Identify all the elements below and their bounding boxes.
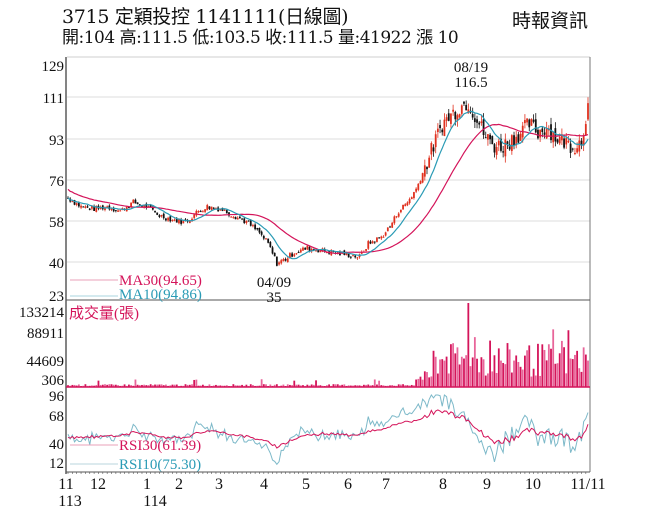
xtick: 4 — [260, 476, 268, 493]
rsi10-legend: RSI10(75.30) — [119, 457, 201, 473]
volume-panel: 133214 88911 44609 306 成交量(張) — [19, 303, 590, 389]
xtick: 9 — [483, 476, 491, 493]
volume-yticks: 133214 88911 44609 306 — [19, 305, 65, 389]
xtick: 11 — [58, 476, 73, 493]
rsi30-line — [67, 409, 589, 449]
ytick: 40 — [49, 256, 64, 272]
candlesticks — [67, 97, 589, 267]
xtick: 10 — [525, 476, 541, 493]
year-label: 114 — [143, 493, 166, 510]
ytick: 68 — [49, 409, 64, 425]
ma30-legend: MA30(94.65) — [119, 273, 202, 289]
ma30-line — [67, 123, 589, 255]
xtick: 8 — [439, 476, 447, 493]
rsi-yticks: 96 68 40 12 — [49, 389, 65, 472]
high-date-annotation: 08/19 — [454, 60, 488, 76]
price-gridlines — [67, 96, 590, 263]
ma10-legend: MA10(94.86) — [119, 287, 202, 303]
rsi10-line — [67, 394, 589, 466]
rsi30-legend: RSI30(61.39) — [119, 438, 201, 454]
xtick: 1 — [143, 476, 151, 493]
ytick: 306 — [42, 373, 65, 389]
xtick: 12 — [90, 476, 106, 493]
ytick: 93 — [49, 133, 64, 149]
source-label: 時報資訊 — [512, 10, 589, 32]
x-axis-labels: 11 12 1 2 3 4 5 6 7 8 9 10 11/11 113 114 — [58, 476, 605, 510]
xtick: 11/11 — [570, 476, 605, 493]
year-label: 113 — [58, 493, 81, 510]
ytick: 129 — [42, 59, 65, 75]
ytick: 111 — [43, 91, 64, 107]
ytick: 12 — [49, 456, 64, 472]
ytick: 40 — [49, 437, 64, 453]
price-panel: 129 111 93 76 58 40 23 MA30(94.65) MA10(… — [42, 56, 591, 474]
ytick: 76 — [49, 174, 65, 190]
low-value-annotation: 35 — [267, 290, 282, 306]
ytick: 44609 — [27, 354, 65, 370]
volume-bars — [67, 303, 589, 387]
price-yticks: 129 111 93 76 58 40 23 — [42, 59, 65, 305]
low-date-annotation: 04/09 — [257, 275, 291, 291]
quote-summary: 開:104 高:111.5 低:103.5 收:111.5 量:41922 漲 … — [62, 28, 459, 48]
xtick: 3 — [215, 476, 223, 493]
xtick: 6 — [344, 476, 352, 493]
x-tick-marks — [67, 472, 587, 474]
volume-title: 成交量(張) — [69, 304, 139, 322]
chart-title: 3715 定穎投控 1141111(日線圖) — [62, 6, 349, 28]
ma10-line — [67, 110, 589, 260]
ytick: 58 — [49, 215, 64, 231]
ytick: 88911 — [27, 326, 64, 342]
xtick: 5 — [302, 476, 310, 493]
ytick: 96 — [49, 389, 65, 405]
ytick: 23 — [49, 289, 64, 305]
xtick: 7 — [382, 476, 390, 493]
high-value-annotation: 116.5 — [454, 75, 487, 91]
xtick: 2 — [175, 476, 183, 493]
rsi-panel: 96 68 40 12 RSI30(61.39) RSI10(75.30) — [49, 389, 590, 474]
ytick: 133214 — [19, 305, 65, 321]
